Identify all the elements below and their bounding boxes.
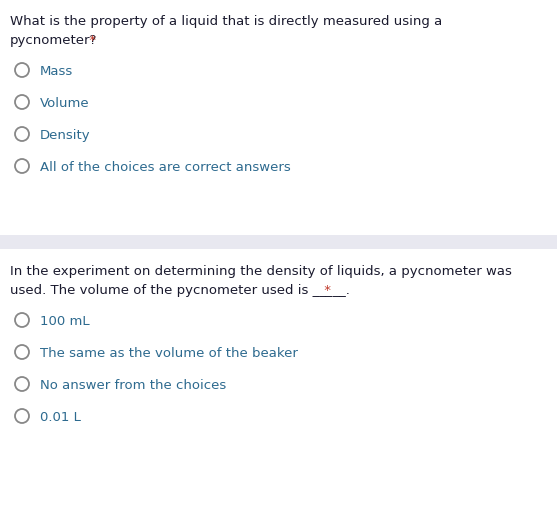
Circle shape [15,160,29,174]
Text: Density: Density [40,129,91,142]
Text: 0.01 L: 0.01 L [40,410,81,423]
Text: What is the property of a liquid that is directly measured using a: What is the property of a liquid that is… [10,15,442,28]
Text: All of the choices are correct answers: All of the choices are correct answers [40,161,291,174]
Text: pycnometer?: pycnometer? [10,34,97,47]
Circle shape [15,345,29,359]
Circle shape [15,314,29,327]
Circle shape [15,377,29,391]
Text: Volume: Volume [40,97,90,110]
Text: Mass: Mass [40,65,74,78]
Text: *: * [85,34,96,47]
Bar [0,236,557,249]
Text: used. The volume of the pycnometer used is _____.: used. The volume of the pycnometer used … [10,284,350,296]
Text: No answer from the choices: No answer from the choices [40,378,226,391]
Circle shape [15,128,29,142]
Circle shape [15,409,29,423]
Circle shape [15,96,29,110]
Text: *: * [320,284,331,296]
Text: 100 mL: 100 mL [40,315,90,327]
Text: The same as the volume of the beaker: The same as the volume of the beaker [40,346,298,359]
Circle shape [15,64,29,78]
Text: In the experiment on determining the density of liquids, a pycnometer was: In the experiment on determining the den… [10,265,512,277]
